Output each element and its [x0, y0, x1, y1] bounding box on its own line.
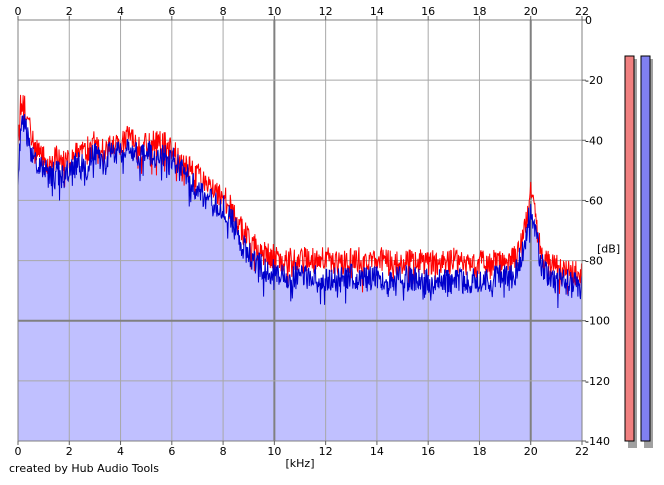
x-tick-label-top: 20 — [524, 5, 538, 18]
y-tick-label: -80 — [585, 255, 603, 268]
y-tick-label: -20 — [585, 74, 603, 87]
y-axis-label: [dB] — [597, 243, 620, 256]
x-tick-label-bottom: 0 — [15, 445, 22, 458]
x-tick-label-top: 14 — [370, 5, 384, 18]
x-tick-label-top: 22 — [575, 5, 589, 18]
x-tick-label-top: 12 — [319, 5, 333, 18]
x-tick-label-bottom: 6 — [168, 445, 175, 458]
x-tick-label-bottom: 2 — [66, 445, 73, 458]
x-tick-label-bottom: 20 — [524, 445, 538, 458]
x-tick-label-bottom: 18 — [472, 445, 486, 458]
y-tick-label: -120 — [585, 375, 610, 388]
y-tick-label: -140 — [585, 435, 610, 448]
y-tick-label: 0 — [585, 14, 592, 27]
y-tick-label: -100 — [585, 315, 610, 328]
spectrum-fill-area — [18, 113, 582, 441]
y-tick-label: -60 — [585, 194, 603, 207]
x-tick-label-bottom: 22 — [575, 445, 589, 458]
level-meter-bar — [640, 55, 651, 442]
credit-text: created by Hub Audio Tools — [9, 462, 159, 475]
x-tick-label-bottom: 4 — [117, 445, 124, 458]
x-tick-label-top: 4 — [117, 5, 124, 18]
x-tick-label-bottom: 12 — [319, 445, 333, 458]
x-tick-label-top: 2 — [66, 5, 73, 18]
level-meter — [624, 55, 637, 448]
level-meter-bar — [624, 55, 635, 442]
plot-frame — [17, 19, 583, 442]
x-tick-label-bottom: 16 — [421, 445, 435, 458]
x-tick-label-top: 10 — [267, 5, 281, 18]
level-meter — [640, 55, 653, 448]
x-tick-label-bottom: 14 — [370, 445, 384, 458]
x-tick-label-top: 8 — [220, 5, 227, 18]
x-tick-label-top: 6 — [168, 5, 175, 18]
x-tick-label-bottom: 10 — [267, 445, 281, 458]
y-tick-label: -40 — [585, 134, 603, 147]
x-tick-label-top: 18 — [472, 5, 486, 18]
x-tick-label-top: 0 — [15, 5, 22, 18]
x-axis-label: [kHz] — [286, 457, 315, 470]
x-tick-label-bottom: 8 — [220, 445, 227, 458]
x-tick-label-top: 16 — [421, 5, 435, 18]
series-line-blue — [17, 113, 583, 308]
